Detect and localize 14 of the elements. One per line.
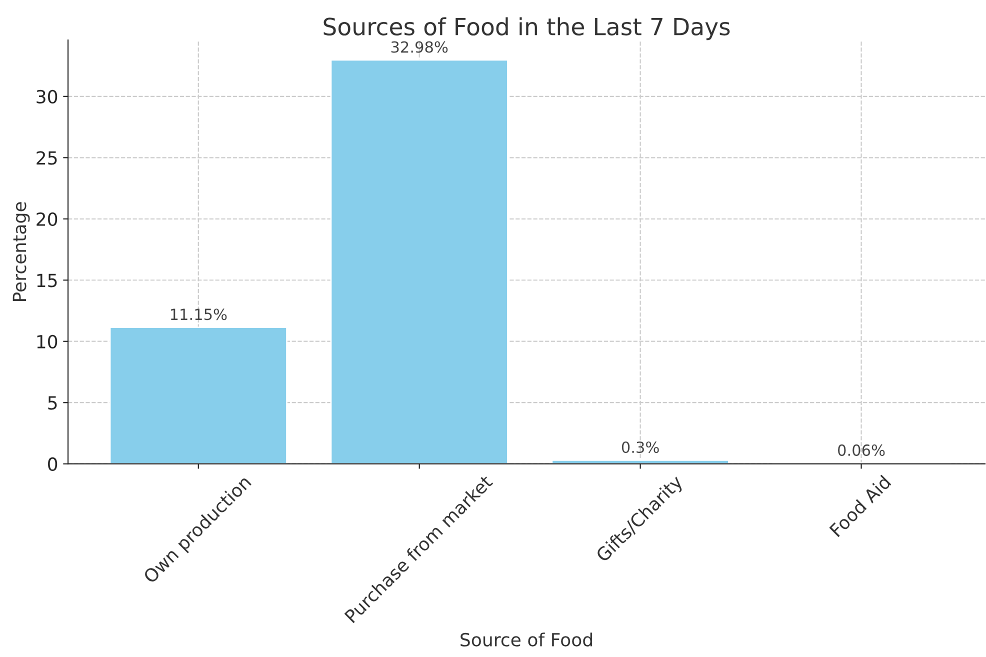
y-axis-title: Percentage bbox=[12, 202, 30, 301]
data-label: 0.3% bbox=[622, 441, 659, 454]
data-label: 0.06% bbox=[838, 444, 885, 456]
chart-title: Sources of Food in the Last 7 Days bbox=[324, 17, 730, 40]
y-tick-label: 25 bbox=[36, 151, 57, 165]
y-tick-label: 10 bbox=[37, 334, 58, 348]
y-tick-label: 5 bbox=[48, 396, 57, 410]
data-label: 32.98% bbox=[391, 41, 448, 53]
y-tick-label: 30 bbox=[36, 90, 58, 104]
x-axis-title: Source of Food bbox=[460, 632, 592, 647]
y-tick-label: 20 bbox=[36, 212, 58, 226]
data-label: 11.15% bbox=[170, 308, 227, 320]
y-tick-label: 15 bbox=[37, 274, 57, 288]
y-tick-label: 0 bbox=[48, 457, 58, 471]
